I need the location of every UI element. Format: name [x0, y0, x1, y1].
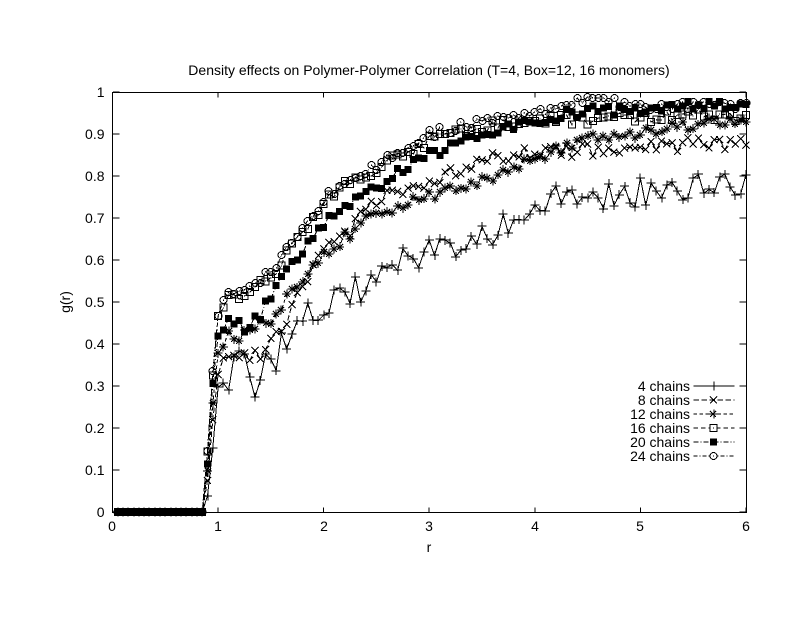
svg-text:4 chains: 4 chains: [638, 378, 690, 394]
svg-text:g(r): g(r): [57, 291, 73, 313]
svg-text:8 chains: 8 chains: [638, 392, 690, 408]
svg-text:0.3: 0.3: [85, 378, 105, 394]
svg-text:Density effects on Polymer-Pol: Density effects on Polymer-Polymer Corre…: [188, 62, 669, 78]
svg-text:0: 0: [108, 518, 116, 534]
svg-text:16 chains: 16 chains: [630, 420, 690, 436]
svg-text:12 chains: 12 chains: [630, 406, 690, 422]
svg-text:5: 5: [636, 518, 644, 534]
svg-text:r: r: [427, 539, 432, 555]
svg-text:0.9: 0.9: [85, 126, 105, 142]
svg-text:1: 1: [214, 518, 222, 534]
svg-text:1: 1: [97, 84, 105, 100]
svg-text:3: 3: [425, 518, 433, 534]
svg-text:0.8: 0.8: [85, 168, 105, 184]
svg-text:20 chains: 20 chains: [630, 434, 690, 450]
svg-text:0.5: 0.5: [85, 294, 105, 310]
svg-text:0.2: 0.2: [85, 420, 105, 436]
svg-text:0.6: 0.6: [85, 252, 105, 268]
svg-text:4: 4: [531, 518, 539, 534]
svg-text:2: 2: [320, 518, 328, 534]
svg-text:6: 6: [742, 518, 750, 534]
svg-text:0.4: 0.4: [85, 336, 105, 352]
svg-text:0.1: 0.1: [85, 462, 105, 478]
svg-text:0.7: 0.7: [85, 210, 105, 226]
svg-text:0: 0: [97, 504, 105, 520]
svg-text:24 chains: 24 chains: [630, 448, 690, 464]
